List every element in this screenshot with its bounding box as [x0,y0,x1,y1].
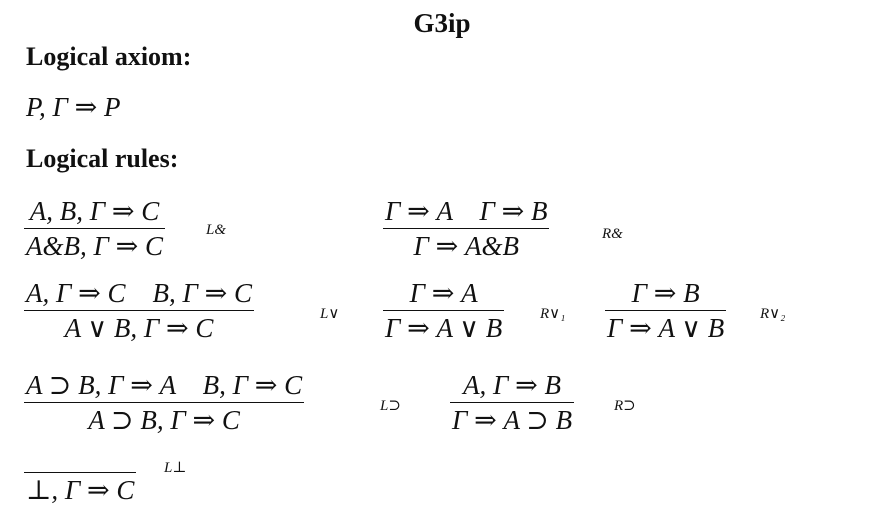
inference-line [383,228,550,229]
rule-premise: A, Γ ⇒ B [463,370,562,400]
inference-line [24,310,254,311]
rule-label: R& [602,226,623,242]
logical-axiom: P, Γ ⇒ P [26,92,121,122]
rule-r-and: Γ ⇒ A Γ ⇒ B Γ ⇒ A&B [383,196,550,261]
inference-line [24,472,137,473]
rule-l-or: A, Γ ⇒ C B, Γ ⇒ C A ∨ B, Γ ⇒ C [24,278,254,343]
rule-label: L∨ [320,306,340,322]
inference-line [383,310,505,311]
rule-label: R∨₂ [760,306,786,322]
rule-label: R⊃ [614,398,636,414]
inference-line [605,310,727,311]
rule-conclusion: Γ ⇒ A ∨ B [385,313,503,343]
rule-label: L& [206,222,227,238]
rule-r-or-2: Γ ⇒ B Γ ⇒ A ∨ B [605,278,727,343]
rule-conclusion: ⊥, Γ ⇒ C [26,475,135,505]
rule-label: L⊃ [380,398,401,414]
logical-axiom-heading: Logical axiom: [26,42,192,71]
rule-premise: A, B, Γ ⇒ C [29,196,160,226]
rule-conclusion: Γ ⇒ A ⊃ B [452,405,573,435]
rule-conclusion: A ⊃ B, Γ ⇒ C [88,405,240,435]
rule-l-and: A, B, Γ ⇒ C A&B, Γ ⇒ C [24,196,165,261]
rule-r-imp: A, Γ ⇒ B Γ ⇒ A ⊃ B [450,370,575,435]
rule-premise: Γ ⇒ A Γ ⇒ B [385,196,548,226]
rule-l-bot: ⊥, Γ ⇒ C [24,440,137,505]
inference-line [24,402,305,403]
rule-conclusion: A&B, Γ ⇒ C [26,231,163,261]
rule-r-or-1: Γ ⇒ A Γ ⇒ A ∨ B [383,278,505,343]
inference-line [24,228,165,229]
rule-conclusion: Γ ⇒ A ∨ B [607,313,725,343]
rule-label: R∨₁ [540,306,566,322]
page-title: G3ip [413,8,471,38]
rule-premise: A ⊃ B, Γ ⇒ A B, Γ ⇒ C [26,370,303,400]
rule-conclusion: Γ ⇒ A&B [413,231,519,261]
rule-conclusion: A ∨ B, Γ ⇒ C [64,313,214,343]
logical-rules-heading: Logical rules: [26,144,179,173]
rule-premise: Γ ⇒ B [631,278,700,308]
rule-premise: Γ ⇒ A [409,278,478,308]
rule-l-imp: A ⊃ B, Γ ⇒ A B, Γ ⇒ C A ⊃ B, Γ ⇒ C [24,370,305,435]
rule-label: L⊥ [164,460,187,476]
rule-premise [24,440,136,470]
rule-premise: A, Γ ⇒ C B, Γ ⇒ C [26,278,252,308]
inference-line [450,402,575,403]
